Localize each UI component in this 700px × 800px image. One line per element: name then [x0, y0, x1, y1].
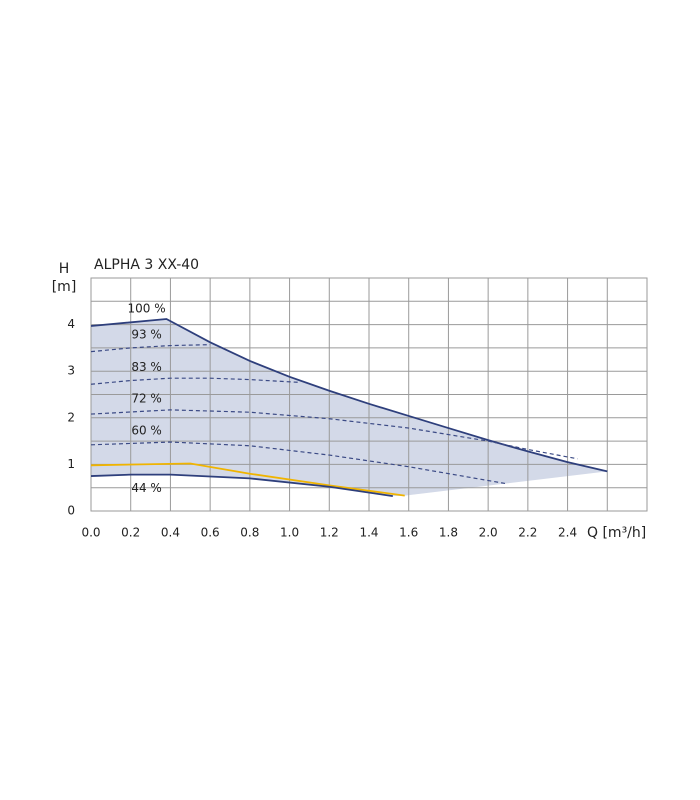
x-tick-label: 0.6	[201, 526, 220, 540]
series-label: 83 %	[131, 360, 162, 374]
y-axis-unit: [m]	[52, 279, 77, 295]
series-label: 72 %	[131, 392, 162, 406]
x-tick-label: 1.6	[399, 526, 418, 540]
x-tick-label: 2.4	[558, 526, 577, 540]
x-tick-label: 0.8	[240, 526, 259, 540]
y-tick-label: 1	[67, 457, 75, 471]
series-label: 93 %	[131, 327, 162, 341]
x-tick-label: 1.0	[280, 526, 299, 540]
x-tick-label: 2.0	[479, 526, 498, 540]
series-line	[90, 409, 578, 460]
series-line	[90, 462, 405, 497]
series-line	[90, 441, 509, 485]
x-tick-label: 2.2	[518, 526, 537, 540]
y-tick-label: 3	[67, 364, 75, 378]
y-tick-label: 4	[67, 317, 75, 331]
series-line	[90, 344, 211, 353]
series-label: 60 %	[131, 423, 162, 437]
x-tick-label: 1.8	[439, 526, 458, 540]
x-axis-label: Q [m³/h]	[587, 525, 646, 541]
series-line	[90, 473, 393, 497]
chart-title: ALPHA 3 XX-40	[94, 257, 199, 273]
operating-area	[91, 319, 608, 497]
x-tick-label: 1.2	[320, 526, 339, 540]
x-tick-label: 0.4	[161, 526, 180, 540]
x-tick-label: 0.2	[121, 526, 140, 540]
y-tick-label: 2	[67, 410, 75, 424]
y-axis-label: H	[59, 261, 70, 277]
series-line	[90, 377, 300, 385]
series-line	[90, 318, 608, 473]
plot-frame	[90, 277, 648, 512]
series-label: 100 %	[128, 301, 166, 315]
x-tick-label: 0.0	[81, 526, 100, 540]
series-label: 44 %	[131, 481, 162, 495]
x-tick-label: 1.4	[359, 526, 378, 540]
y-tick-label: 0	[67, 504, 75, 518]
